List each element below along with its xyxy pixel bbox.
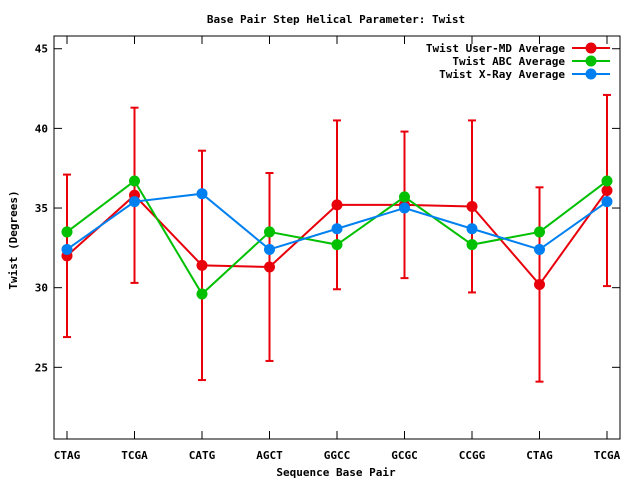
data-point [534, 226, 545, 238]
data-point [61, 226, 73, 238]
data-point [61, 243, 73, 255]
x-tick-label: CTAG [54, 449, 81, 462]
x-axis-label: Sequence Base Pair [276, 466, 396, 479]
data-point [399, 202, 410, 214]
data-point [129, 196, 140, 208]
x-tick-label: AGCT [256, 449, 283, 462]
y-tick-label: 25 [35, 361, 48, 374]
series-1 [61, 93, 613, 383]
data-point [466, 200, 478, 212]
x-tick-label: CCGG [459, 449, 486, 462]
y-tick-label: 35 [35, 202, 48, 215]
legend-label: Twist ABC Average [452, 55, 565, 68]
data-point [601, 175, 613, 187]
data-point [466, 239, 478, 251]
legend-marker [585, 42, 597, 54]
x-tick-label: TCGA [121, 449, 148, 462]
legend-marker [585, 55, 597, 67]
data-point [466, 223, 478, 235]
x-tick-label: GGCC [324, 449, 351, 462]
axis-ticks: 25 30 35 40 45 CTAG TCGA CATG AGCT GGCC GCGC CCGG CT… [35, 36, 621, 462]
data-point [129, 175, 140, 187]
data-point [264, 243, 275, 255]
data-point [601, 185, 613, 197]
data-point [601, 196, 613, 208]
data-point [196, 259, 208, 271]
legend-marker [585, 68, 597, 80]
y-tick-label: 40 [35, 122, 48, 135]
data-point [534, 243, 545, 255]
data-point [264, 226, 275, 238]
series-layer [61, 93, 613, 383]
data-point [196, 188, 208, 200]
series-3 [61, 188, 613, 255]
data-point [331, 239, 343, 251]
series-2 [61, 175, 613, 300]
data-point [331, 223, 343, 235]
legend-label: Twist User-MD Average [426, 42, 565, 55]
x-tick-label: TCGA [594, 449, 621, 462]
x-tick-label: CTAG [526, 449, 553, 462]
data-point [399, 191, 410, 203]
x-tick-label: GCGC [391, 449, 418, 462]
y-tick-label: 30 [35, 282, 48, 295]
data-point [331, 199, 343, 211]
legend-label: Twist X-Ray Average [439, 68, 565, 81]
data-point [264, 261, 275, 273]
y-axis-label: Twist (Degrees) [7, 190, 20, 289]
y-tick-label: 45 [35, 43, 48, 56]
data-point [534, 278, 545, 290]
chart-title: Base Pair Step Helical Parameter: Twist [207, 13, 465, 26]
x-tick-label: CATG [189, 449, 216, 462]
data-point [196, 288, 208, 300]
